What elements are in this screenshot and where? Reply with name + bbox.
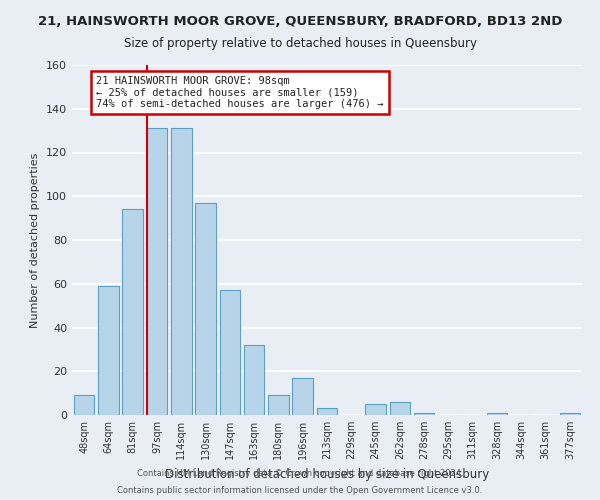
Text: 21, HAINSWORTH MOOR GROVE, QUEENSBURY, BRADFORD, BD13 2ND: 21, HAINSWORTH MOOR GROVE, QUEENSBURY, B…	[38, 15, 562, 28]
Bar	[74, 396, 94, 415]
Bar	[560, 413, 580, 415]
Bar	[122, 210, 143, 415]
Bar	[487, 413, 508, 415]
X-axis label: Distribution of detached houses by size in Queensbury: Distribution of detached houses by size …	[165, 468, 489, 480]
Text: Contains HM Land Registry data © Crown copyright and database right 2024.: Contains HM Land Registry data © Crown c…	[137, 468, 463, 477]
Bar	[244, 345, 265, 415]
Bar	[98, 286, 119, 415]
Bar	[292, 378, 313, 415]
Bar	[389, 402, 410, 415]
Text: 21 HAINSWORTH MOOR GROVE: 98sqm
← 25% of detached houses are smaller (159)
74% o: 21 HAINSWORTH MOOR GROVE: 98sqm ← 25% of…	[96, 76, 384, 109]
Bar	[317, 408, 337, 415]
Bar	[268, 396, 289, 415]
Bar	[365, 404, 386, 415]
Y-axis label: Number of detached properties: Number of detached properties	[31, 152, 40, 328]
Text: Size of property relative to detached houses in Queensbury: Size of property relative to detached ho…	[124, 38, 476, 51]
Bar	[146, 128, 167, 415]
Bar	[195, 203, 216, 415]
Bar	[414, 413, 434, 415]
Bar	[220, 290, 240, 415]
Bar	[171, 128, 191, 415]
Text: Contains public sector information licensed under the Open Government Licence v3: Contains public sector information licen…	[118, 486, 482, 495]
